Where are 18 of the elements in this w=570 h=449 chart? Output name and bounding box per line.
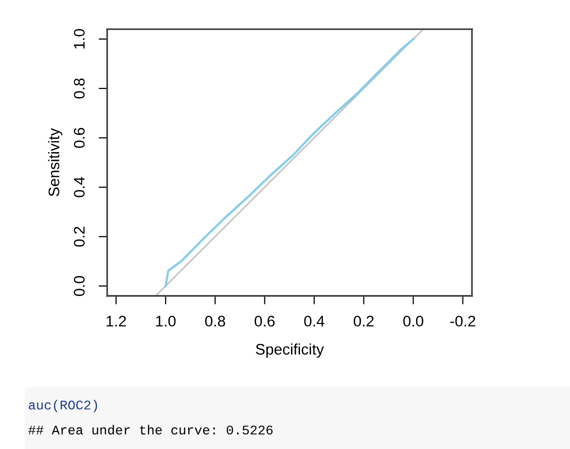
x-tick-label: 0.0: [403, 316, 424, 327]
x-tick-label: -0.2: [450, 316, 476, 327]
y-tick-label: 0.4: [74, 177, 85, 198]
y-tick-label: 1.0: [74, 29, 85, 49]
text: ## Area under the curve: 0.5226: [28, 424, 273, 435]
text: auc(ROC2): [28, 400, 98, 412]
y-axis-title: Sensitivity: [48, 128, 62, 196]
x-tick-label: 0.8: [205, 316, 226, 327]
x-tick-label: 0.4: [304, 316, 324, 327]
y-tick-label: 0.0: [74, 276, 85, 296]
y-tick-label: 0.8: [74, 78, 85, 98]
x-axis-title: Specificity: [256, 343, 324, 358]
x-tick-label: 0.6: [254, 316, 275, 327]
x-tick-label: 1.0: [156, 316, 176, 327]
x-tick-label: 0.2: [354, 316, 374, 327]
y-tick-label: 0.6: [74, 128, 85, 148]
y-tick-label: 0.2: [74, 226, 85, 247]
x-tick-label: 1.2: [106, 316, 126, 326]
